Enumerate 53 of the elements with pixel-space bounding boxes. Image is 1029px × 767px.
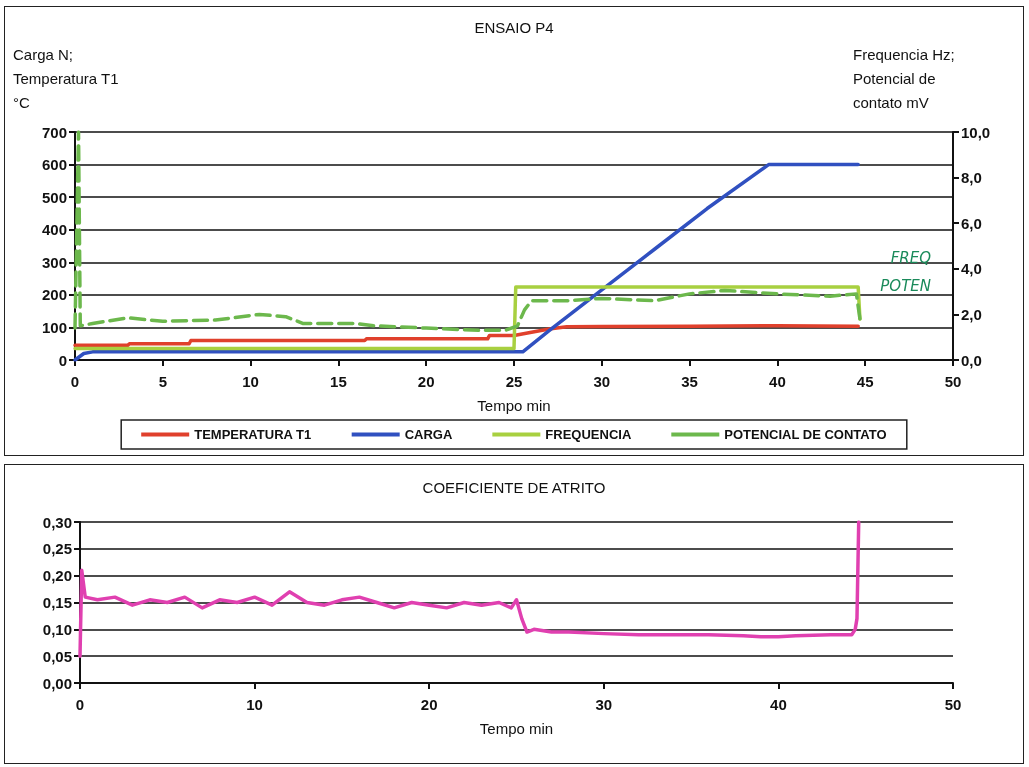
legend-label: CARGA — [404, 427, 453, 442]
y-tick-label: 0,20 — [42, 567, 72, 585]
x-tick-label: 10 — [246, 696, 263, 713]
x-tick-label: 40 — [769, 373, 786, 390]
x-axis-title: Tempo min — [477, 397, 551, 415]
legend-label: TEMPERATURA T1 — [194, 427, 312, 442]
y-tick-label: 0,10 — [42, 620, 72, 638]
y-tick-label: 0 — [58, 351, 67, 369]
y-tick-label: 400 — [41, 221, 67, 239]
y-tick-label: 600 — [41, 156, 67, 174]
y-tick-label: 0,30 — [42, 513, 72, 531]
y2-tick-label: 10,0 — [961, 123, 991, 141]
y-tick-label: 0,05 — [42, 647, 72, 665]
line-series — [73, 324, 860, 348]
y2-tick-label: 2,0 — [961, 305, 982, 323]
y-tick-label: 200 — [41, 286, 67, 304]
x-axis-title: Tempo min — [479, 720, 554, 738]
y-tick-label: 500 — [41, 188, 67, 206]
legend-label: POTENCIAL DE CONTATO — [724, 427, 887, 442]
y-tick-label: 0,25 — [42, 540, 72, 558]
line-series — [73, 130, 862, 333]
line-series — [78, 520, 861, 658]
y-tick-label: 0,00 — [42, 674, 72, 692]
y-tick-label: 100 — [41, 318, 67, 336]
x-tick-label: 50 — [944, 696, 962, 713]
y2-tick-label: 6,0 — [961, 214, 982, 232]
y2-tick-label: 8,0 — [961, 169, 982, 187]
x-tick-label: 30 — [595, 696, 613, 713]
annotation: POTEN — [880, 276, 932, 295]
y2-axis-title: Frequencia Hz; Potencial de contato mV — [853, 45, 955, 111]
x-tick-label: 40 — [770, 696, 787, 713]
legend-label: FREQUENCIA — [545, 427, 632, 442]
y2-tick-label: 4,0 — [961, 260, 982, 278]
y-tick-label: 0,15 — [42, 594, 72, 611]
x-tick-label: 50 — [944, 373, 962, 390]
y2-tick-label: 0,0 — [961, 351, 982, 369]
x-tick-label: 45 — [856, 373, 874, 390]
chart-title: COEFICIENTE DE ATRITO — [422, 479, 606, 496]
chart-title: ENSAIO P4 — [474, 19, 554, 36]
line-series — [73, 162, 860, 362]
x-tick-label: 25 — [505, 373, 523, 390]
y-axis-title: Carga N; Temperatura T1 °C — [13, 45, 119, 111]
x-tick-label: 20 — [420, 696, 438, 713]
x-tick-label: 0 — [75, 696, 85, 713]
x-tick-label: 10 — [242, 373, 259, 390]
y-tick-label: 700 — [41, 123, 67, 141]
annotation: FREQ — [890, 248, 932, 267]
x-tick-label: 15 — [330, 373, 347, 390]
x-tick-label: 30 — [593, 373, 611, 390]
y-tick-label: 300 — [41, 253, 67, 271]
x-tick-label: 35 — [681, 373, 698, 390]
x-tick-label: 5 — [158, 373, 167, 390]
x-tick-label: 20 — [417, 373, 435, 390]
